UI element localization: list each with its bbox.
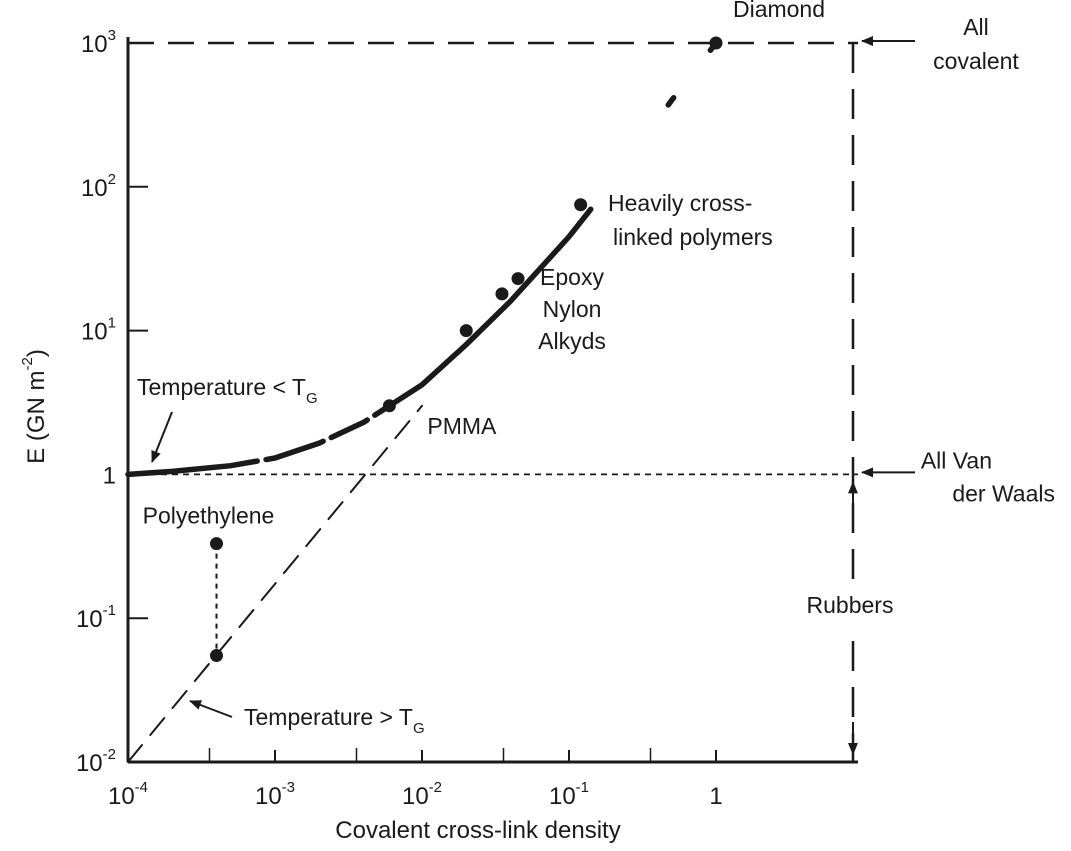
y-tick-label: 103: [81, 27, 116, 58]
all-covalent-label: covalent: [933, 48, 1019, 74]
data-points: [210, 36, 723, 663]
x-tick-label: 10-1: [549, 779, 589, 810]
x-tick-label: 10-3: [255, 779, 295, 810]
data-point: [495, 287, 509, 301]
diamond-label: Diamond: [733, 0, 825, 22]
rubbers-label: Rubbers: [807, 592, 894, 618]
all-covalent-label: All: [963, 14, 989, 40]
pmma-label: PMMA: [427, 413, 497, 439]
polyethylene-label: Polyethylene: [143, 503, 275, 529]
temperature-above-tg-label: Temperature > TG: [244, 704, 425, 737]
series-line-below_tg: [125, 40, 719, 478]
data-point: [210, 649, 224, 663]
epoxy-nylon-alkyds-label: Nylon: [543, 296, 602, 322]
data-point: [210, 537, 224, 551]
rubbers-gap: [831, 580, 875, 632]
heavily-crosslinked-label: Heavily cross-: [608, 190, 752, 216]
x-axis-title: Covalent cross-link density: [335, 817, 620, 844]
van-der-waals-label: der Waals: [952, 480, 1055, 506]
y-tick-label: 10-1: [76, 602, 116, 633]
van-der-waals-label: All Van: [921, 447, 992, 473]
axes: 10-4 10-3 10-2 10-1 1 10-2 10-1 1 101 102 103 Coval…: [19, 27, 858, 844]
data-point: [709, 36, 723, 50]
data-point: [459, 324, 473, 338]
epoxy-nylon-alkyds-label: Alkyds: [538, 328, 606, 354]
temperature-above-tg-arrow: [189, 700, 233, 718]
data-point: [511, 272, 525, 286]
data-point: [382, 399, 396, 413]
y-tick-label: 10-2: [76, 746, 116, 777]
chart-lines: [125, 40, 858, 763]
x-tick-label: 10-4: [108, 779, 148, 810]
temperature-below-tg-arrow: [151, 411, 173, 463]
series-line-above_tg: [127, 404, 423, 763]
chart-labels: Polyethylene PMMA Diamond All covalent All Va…: [137, 0, 1055, 755]
epoxy-nylon-alkyds-label: Epoxy: [540, 264, 604, 290]
heavily-crosslinked-label: linked polymers: [613, 224, 773, 250]
y-tick-label: 1: [103, 462, 116, 489]
y-tick-label: 102: [81, 171, 116, 202]
data-point: [574, 198, 588, 212]
temperature-below-tg-label: Temperature < TG: [137, 374, 318, 407]
x-tick-label: 10-2: [402, 779, 442, 810]
y-tick-label: 101: [81, 315, 116, 346]
x-tick-label: 1: [709, 783, 722, 810]
y-axis-title: E (GN m-2): [19, 349, 50, 464]
